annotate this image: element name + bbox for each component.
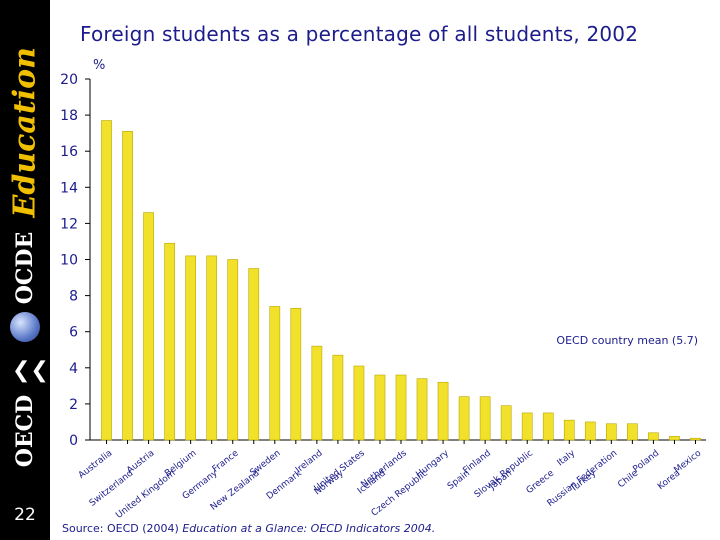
x-tick-label: Sweden xyxy=(248,448,282,478)
bar xyxy=(521,412,533,441)
bar xyxy=(185,255,197,441)
reference-line-label: OECD country mean (5.7) xyxy=(556,334,698,347)
page-number: 22 xyxy=(14,505,36,525)
x-tick-label: Germany xyxy=(181,468,220,502)
x-tick-label: Austria xyxy=(125,448,156,475)
x-tick-label: France xyxy=(211,448,241,475)
globe-icon xyxy=(10,312,40,342)
x-tick-label: Mexico xyxy=(672,448,703,476)
y-tick-label: 20 xyxy=(60,72,78,88)
bar xyxy=(206,255,218,441)
x-tick-label: Netherlands xyxy=(359,448,409,490)
bar xyxy=(101,120,112,441)
bar xyxy=(605,423,617,441)
x-tick-label: Belgium xyxy=(163,448,198,479)
slide: Foreign students as a percentage of all … xyxy=(50,0,720,540)
brand-ocde: OCDE xyxy=(12,231,38,305)
bar xyxy=(332,354,344,441)
bar xyxy=(164,242,175,441)
bar xyxy=(122,131,133,441)
bar-chart: 02468101214161820%AustraliaSwitzerlandAu… xyxy=(60,58,706,521)
x-tick-label: Ireland xyxy=(294,448,325,475)
brand-education: Education xyxy=(7,47,43,218)
bar xyxy=(627,423,638,441)
x-tick-label: Finland xyxy=(461,448,493,476)
x-tick-label: Italy xyxy=(556,448,578,468)
chart-title: Foreign students as a percentage of all … xyxy=(80,22,639,46)
bar xyxy=(290,307,302,441)
y-tick-label: 0 xyxy=(69,433,78,449)
bar xyxy=(311,345,323,441)
y-tick-label: 12 xyxy=(60,216,78,232)
bar xyxy=(395,374,407,441)
bar xyxy=(353,365,365,441)
bar xyxy=(563,419,575,441)
y-tick-label: 6 xyxy=(69,325,78,341)
bar xyxy=(437,381,449,441)
y-tick-label: 4 xyxy=(69,361,78,377)
bar xyxy=(479,396,491,441)
y-tick-label: 16 xyxy=(60,144,78,160)
bar xyxy=(227,259,239,441)
bar xyxy=(416,378,428,441)
bar xyxy=(248,268,260,441)
y-tick-label: 2 xyxy=(69,397,78,413)
brand-oecd: OECD xyxy=(12,394,38,468)
x-tick-label: Poland xyxy=(631,448,661,474)
oecd-logo-icon: ❮❮ xyxy=(12,358,49,383)
bar xyxy=(143,212,154,441)
bar xyxy=(648,432,659,441)
bar xyxy=(500,405,512,441)
y-tick-label: 8 xyxy=(69,289,78,305)
x-tick-label: Hungary xyxy=(414,448,451,480)
bar xyxy=(374,374,386,441)
x-tick-label: Greece xyxy=(525,468,557,496)
bar xyxy=(690,437,701,441)
sidebar: Education OCDE ❮❮ OECD 22 xyxy=(0,0,50,540)
bar xyxy=(669,436,680,441)
bar xyxy=(458,396,470,441)
source-note: Source: OECD (2004) Education at a Glanc… xyxy=(62,522,435,535)
bar xyxy=(269,306,281,441)
bar xyxy=(584,421,596,441)
y-tick-label: 14 xyxy=(60,180,78,196)
y-tick-label: 18 xyxy=(60,108,78,124)
y-tick-label: 10 xyxy=(60,253,78,269)
bar xyxy=(542,412,554,441)
x-tick-label: Russian Federation xyxy=(546,448,619,508)
y-axis-label: % xyxy=(93,58,105,73)
x-tick-label: Australia xyxy=(77,448,115,480)
source-prefix: Source: OECD (2004) xyxy=(62,522,183,535)
source-title: Education at a Glance: OECD Indicators 2… xyxy=(182,522,436,535)
